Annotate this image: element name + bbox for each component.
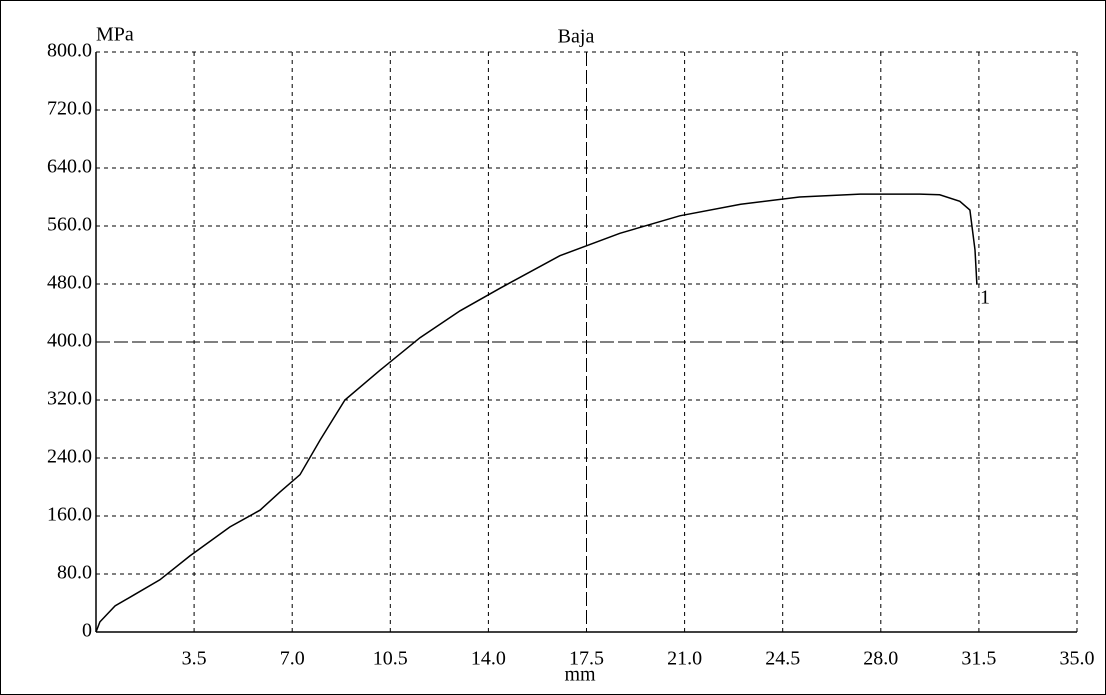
x-tick-label: 3.5 [182,648,207,670]
y-tick-label: 240.0 [47,446,92,468]
data-line [95,193,978,633]
y-tick-label: 480.0 [47,272,92,294]
y-tick-label: 800.0 [47,40,92,62]
y-tick-label: 160.0 [47,504,92,526]
y-tick-label: 400.0 [47,330,92,352]
end-annotation: 1 [980,286,990,308]
x-tick-label: 21.0 [667,648,702,670]
y-tick-label: 560.0 [47,214,92,236]
y-axis-label: MPa [96,24,134,46]
y-tick-label: 80.0 [57,562,92,584]
x-tick-label: 31.5 [961,648,996,670]
x-tick-label: 17.5 [569,648,604,670]
y-tick-label: 720.0 [47,98,92,120]
x-axis-label: mm [564,664,596,686]
x-tick-label: 35.0 [1060,648,1095,670]
x-tick-label: 14.0 [471,648,506,670]
y-tick-label: 0 [82,620,92,642]
x-tick-label: 24.5 [765,648,800,670]
y-tick-label: 640.0 [47,156,92,178]
chart-title: Baja [558,26,595,48]
x-tick-label: 28.0 [863,648,898,670]
y-tick-label: 320.0 [47,388,92,410]
x-tick-label: 10.5 [373,648,408,670]
x-tick-label: 7.0 [280,648,305,670]
